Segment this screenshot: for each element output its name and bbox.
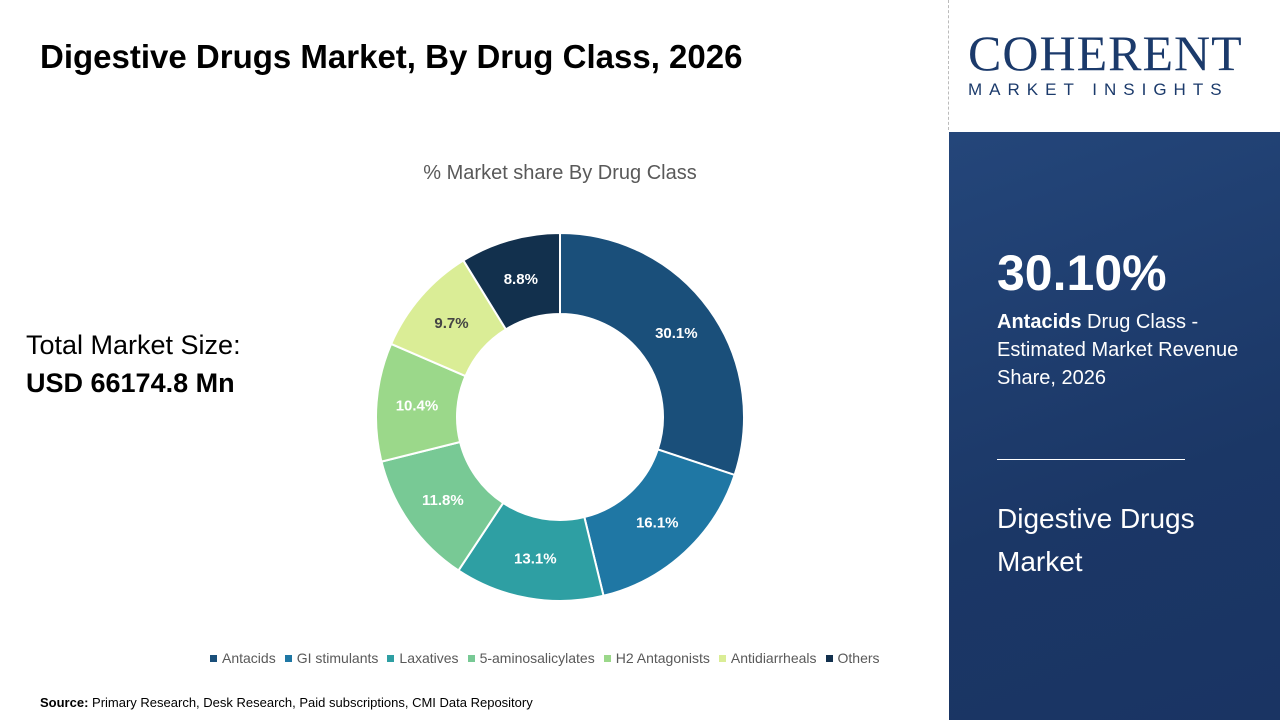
logo-text: COHERENT xyxy=(968,25,1243,81)
panel-divider xyxy=(997,459,1185,460)
page-title: Digestive Drugs Market, By Drug Class, 2… xyxy=(40,38,743,75)
legend-item: Laxatives xyxy=(387,650,459,666)
legend-swatch xyxy=(210,655,217,662)
total-value: USD 66174.8 Mn xyxy=(26,368,235,398)
donut-chart: 30.1% 16.1% 13.1% 11.8% 10.4% 9.7% 8.8% xyxy=(375,231,745,602)
slice-others xyxy=(461,231,561,331)
legend-item: Antidiarrheals xyxy=(718,650,817,666)
data-label: 9.7% xyxy=(434,315,468,332)
total-market-size: Total Market Size: USD 66174.8 Mn xyxy=(26,326,241,402)
data-label: 30.1% xyxy=(655,325,698,342)
legend-item: H2 Antagonists xyxy=(603,650,710,666)
source-text: Primary Research, Desk Research, Paid su… xyxy=(88,695,533,710)
divider xyxy=(948,0,949,130)
legend-swatch xyxy=(718,655,726,662)
data-label: 10.4% xyxy=(396,397,439,414)
logo: COHERENT MARKET INSIGHTS xyxy=(968,28,1263,100)
highlight-percent: 30.10% xyxy=(997,245,1167,301)
legend-swatch xyxy=(387,655,395,662)
chart-title: % Market share By Drug Class xyxy=(423,162,697,184)
legend-swatch xyxy=(284,655,292,662)
data-label: 11.8% xyxy=(422,492,464,509)
slice-antacids xyxy=(559,231,745,477)
legend-item: GI stimulants xyxy=(284,650,378,666)
highlight-description: Antacids Drug Class - Estimated Market R… xyxy=(997,308,1257,392)
data-label: 13.1% xyxy=(514,550,557,567)
highlight-segment: Antacids xyxy=(997,311,1082,333)
legend-swatch xyxy=(825,655,833,662)
legend-item: Others xyxy=(825,650,880,666)
legend-swatch xyxy=(603,655,611,662)
legend-swatch xyxy=(467,655,475,662)
data-label: 16.1% xyxy=(636,515,679,532)
market-name: Digestive Drugs Market xyxy=(997,503,1195,577)
data-label: 8.8% xyxy=(504,271,538,288)
source: Source: Primary Research, Desk Research,… xyxy=(40,695,533,710)
source-label: Source: xyxy=(40,695,89,710)
total-label: Total Market Size: xyxy=(26,330,241,360)
legend-item: 5-aminosalicylates xyxy=(467,650,595,666)
highlight-desc-text: Drug Class - Estimated Market Revenue Sh… xyxy=(997,311,1239,389)
legend: Antacids GI stimulants Laxatives 5-aminosal… xyxy=(210,650,880,666)
highlight-panel: 30.10% Antacids Drug Class - Estimated M… xyxy=(949,132,1280,720)
logo-subtext: MARKET INSIGHTS xyxy=(968,80,1229,99)
legend-item: Antacids xyxy=(210,650,276,666)
